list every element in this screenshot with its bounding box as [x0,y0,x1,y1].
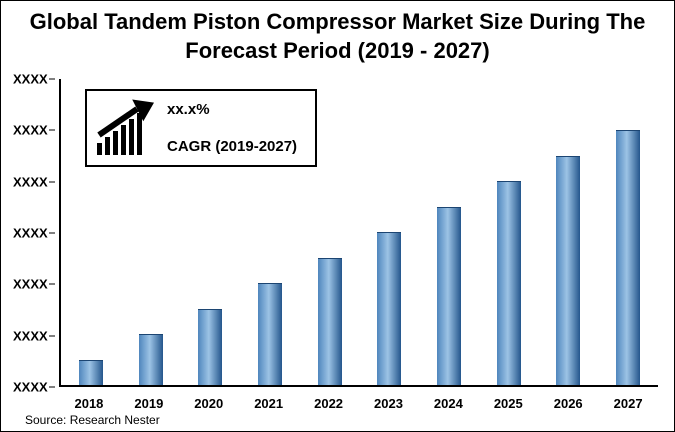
bar-2025 [496,181,521,385]
bar-2020 [198,308,223,385]
bar-slot [240,79,300,385]
y-tick-mark [49,335,55,337]
plot-area [59,79,658,387]
bar-slot [419,79,479,385]
bar-slot [539,79,599,385]
x-tick-label-2021: 2021 [254,396,284,411]
cagr-annotation-box: xx.x% CAGR (2019-2027) [85,89,317,167]
x-tick-label-2018: 2018 [74,396,104,411]
growth-chart-icon [97,99,155,155]
bars-group [61,79,658,385]
y-tick-mark [49,283,55,285]
cagr-label: CAGR (2019-2027) [167,138,298,155]
y-tick-label: XXXX [13,276,48,292]
y-tick-label: XXXX [13,174,48,190]
y-tick-mark [49,232,55,234]
bar-slot [360,79,420,385]
cagr-text-block: xx.x% CAGR (2019-2027) [167,97,297,159]
bar-slot [61,79,121,385]
chart-title: Global Tandem Piston Compressor Market S… [29,9,646,64]
source-note: Source: Research Nester [25,413,160,427]
bar-2026 [556,155,581,385]
x-tick-label-2023: 2023 [374,396,403,411]
x-tick-label-2024: 2024 [433,396,463,411]
y-tick-label: XXXX [13,71,48,87]
x-tick-label-2027: 2027 [613,396,643,411]
bar-2023 [377,232,402,385]
x-axis-labels: 2018 2019 2020 2021 2022 2023 2024 2025 2026 2027 [59,396,658,411]
bar-slot [121,79,181,385]
y-tick-label: XXXX [13,122,48,138]
bar-2019 [138,334,163,385]
bar-slot [300,79,360,385]
y-tick-label: XXXX [13,379,48,395]
bar-2022 [317,257,342,385]
bar-slot [479,79,539,385]
y-tick-mark [49,181,55,183]
bar-slot [598,79,658,385]
x-tick-label-2025: 2025 [493,396,523,411]
x-tick-label-2022: 2022 [314,396,344,411]
y-tick-mark [49,386,55,388]
bar-slot [180,79,240,385]
cagr-value: xx.x% [167,101,210,118]
bar-2018 [78,359,103,385]
bar-2021 [257,283,282,385]
x-tick-label-2026: 2026 [553,396,583,411]
x-tick-label-2019: 2019 [134,396,164,411]
y-tick-mark [49,129,55,131]
y-axis-labels: XXXX XXXX XXXX XXXX XXXX XXXX XXXX [7,72,55,395]
x-tick-label-2020: 2020 [194,396,224,411]
y-tick-label: XXXX [13,328,48,344]
y-tick-mark [49,78,55,80]
bar-2027 [616,130,641,385]
bar-2024 [437,206,462,385]
y-tick-label: XXXX [13,225,48,241]
